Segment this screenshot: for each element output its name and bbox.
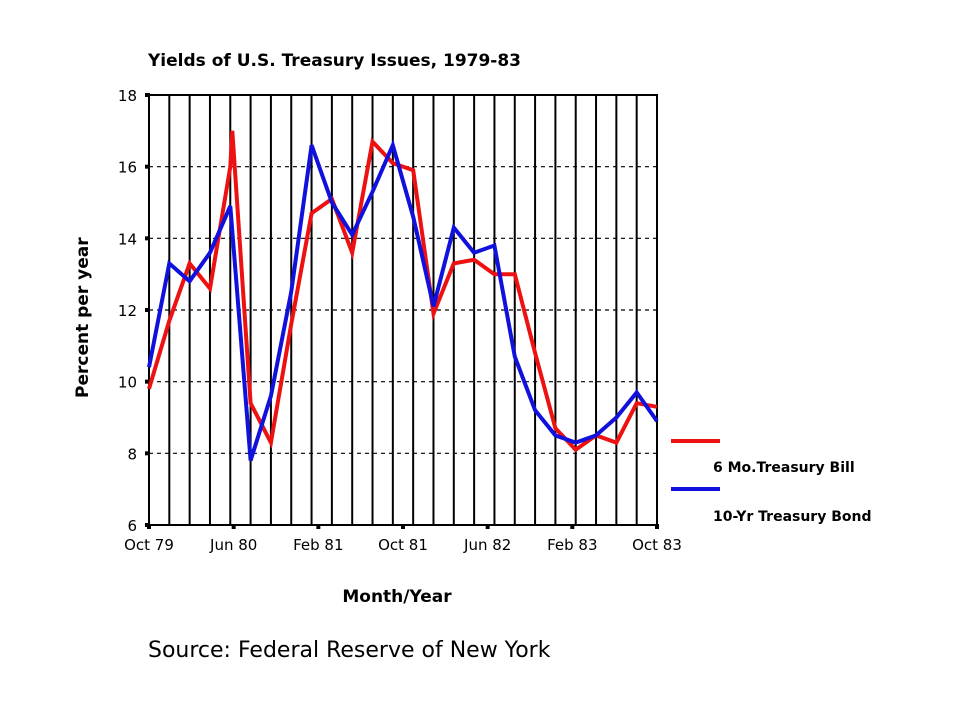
- x-tick-mark: [401, 524, 405, 529]
- y-tick-label: 6: [127, 517, 137, 535]
- y-tick-mark: [145, 164, 150, 169]
- x-tick-label: Jun 80: [209, 536, 257, 554]
- x-tick-label: Feb 81: [293, 536, 343, 554]
- y-tick-mark: [145, 236, 150, 241]
- x-tick-label: Oct 81: [378, 536, 428, 554]
- x-tick-mark: [147, 524, 151, 529]
- y-tick-label: 18: [118, 87, 137, 105]
- legend-label-1: 10-Yr Treasury Bond: [713, 509, 872, 525]
- series-lines: [147, 130, 659, 462]
- source-note: Source: Federal Reserve of New York: [148, 638, 551, 663]
- y-tick-label: 10: [118, 374, 137, 392]
- legend-label-0: 6 Mo.Treasury Bill: [713, 460, 855, 476]
- y-tick-label: 14: [118, 230, 137, 248]
- plot-frame: [148, 94, 658, 526]
- x-tick-mark: [570, 524, 575, 529]
- y-tick-mark: [145, 93, 150, 97]
- x-tick-mark: [485, 524, 490, 529]
- chart-grid: [149, 95, 657, 525]
- y-tick-label: 8: [127, 445, 137, 463]
- y-tick-label: 12: [118, 302, 137, 320]
- chart-legend: 6 Mo.Treasury Bill 10-Yr Treasury Bond: [671, 439, 872, 525]
- y-tick-mark: [145, 379, 150, 384]
- series-line-1: [147, 139, 659, 462]
- y-tick-mark: [145, 308, 150, 312]
- x-tick-mark: [655, 524, 659, 529]
- x-tick-label: Oct 79: [124, 536, 174, 554]
- x-tick-labels: Oct 79 Jun 80 Feb 81 Oct 81 Jun 82 Feb 83 Oct …: [124, 536, 682, 554]
- y-tick-mark: [145, 451, 150, 456]
- x-tick-mark: [231, 524, 236, 529]
- x-tick-label: Oct 83: [632, 536, 682, 554]
- y-tick-labels: 6 8 10 12 14 16 18: [118, 87, 137, 535]
- series-line-0: [147, 130, 658, 453]
- y-axis-label: Percent per year: [73, 237, 93, 398]
- x-tick-label: Feb 83: [547, 536, 597, 554]
- x-axis-label: Month/Year: [342, 587, 452, 607]
- chart-axes: [145, 93, 659, 529]
- x-tick-mark: [316, 524, 321, 529]
- x-tick-label: Jun 82: [463, 536, 511, 554]
- y-tick-label: 16: [118, 159, 137, 177]
- chart-title: Yields of U.S. Treasury Issues, 1979-83: [147, 51, 521, 71]
